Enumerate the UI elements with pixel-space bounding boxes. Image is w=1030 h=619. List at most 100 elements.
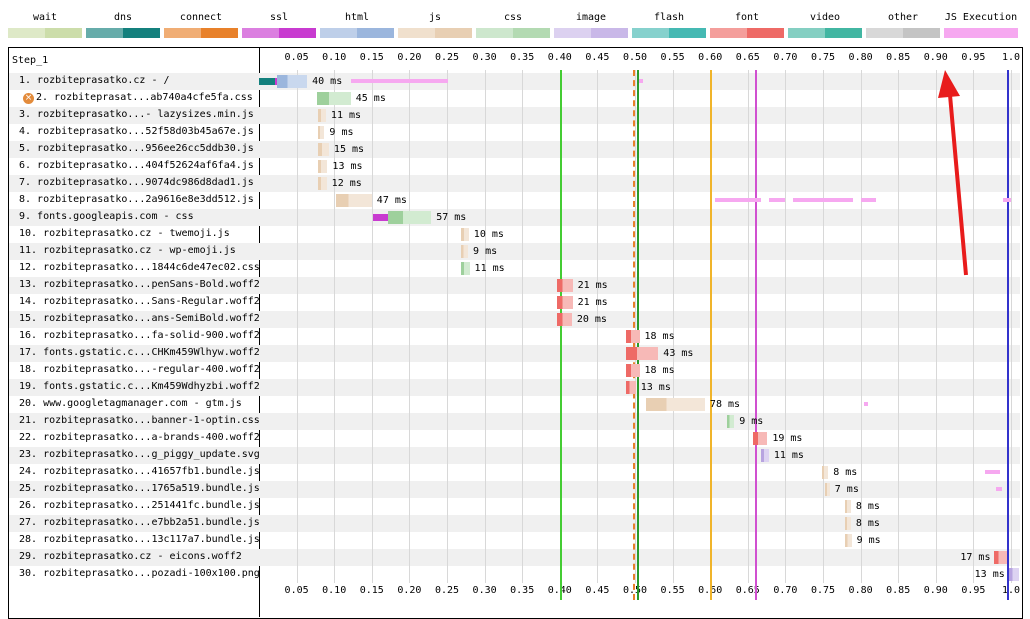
request-row[interactable]: 12. rozbiteprasatko...1844c6de47ec02.css	[9, 260, 1020, 277]
request-row[interactable]: 17. fonts.gstatic.c...CHKm459Wlhyw.woff2	[9, 345, 1020, 362]
request-label[interactable]: 21. rozbiteprasatko...banner-1-optin.css	[19, 415, 260, 426]
request-row[interactable]: 13. rozbiteprasatko...penSans-Bold.woff2	[9, 277, 1020, 294]
request-bar[interactable]	[277, 75, 308, 88]
request-row[interactable]: 27. rozbiteprasatko...e7bb2a51.bundle.js	[9, 515, 1020, 532]
request-row[interactable]: 23. rozbiteprasatko...g_piggy_update.svg	[9, 447, 1020, 464]
request-row[interactable]: 30. rozbiteprasatko...pozadi-100x100.png	[9, 566, 1020, 583]
request-row[interactable]: 11. rozbiteprasatko.cz - wp-emoji.js	[9, 243, 1020, 260]
request-bar[interactable]	[388, 211, 432, 224]
request-bar[interactable]	[822, 466, 829, 479]
request-label[interactable]: 22. rozbiteprasatko...a-brands-400.woff2	[19, 432, 260, 443]
request-label[interactable]: 19. fonts.gstatic.c...Km459Wdhyzbi.woff2	[19, 381, 260, 392]
request-row[interactable]: 28. rozbiteprasatko...13c117a7.bundle.js	[9, 532, 1020, 549]
request-bar[interactable]	[727, 415, 735, 428]
request-row[interactable]: 7. rozbiteprasatko...9074dc986d8dad1.js	[9, 175, 1020, 192]
request-row[interactable]: 16. rozbiteprasatko...fa-solid-900.woff2	[9, 328, 1020, 345]
request-bar[interactable]	[824, 483, 830, 496]
request-bar[interactable]	[625, 330, 640, 343]
request-label[interactable]: 15. rozbiteprasatko...ans-SemiBold.woff2	[19, 313, 260, 324]
request-label[interactable]: 24. rozbiteprasatko...41657fb1.bundle.js	[19, 466, 260, 477]
request-bar[interactable]	[646, 398, 705, 411]
request-label[interactable]: 11. rozbiteprasatko.cz - wp-emoji.js	[19, 245, 236, 256]
time-tick: 0.65	[735, 52, 760, 63]
request-row[interactable]: 15. rozbiteprasatko...ans-SemiBold.woff2	[9, 311, 1020, 328]
request-row[interactable]: 24. rozbiteprasatko...41657fb1.bundle.js	[9, 464, 1020, 481]
request-label[interactable]: 9. fonts.googleapis.com - css	[19, 211, 194, 222]
time-tick: 0.65	[735, 585, 760, 596]
request-bar[interactable]	[317, 126, 325, 139]
request-label[interactable]: 4. rozbiteprasatko...52f58d03b45a67e.js	[19, 126, 254, 137]
request-label[interactable]: 28. rozbiteprasatko...13c117a7.bundle.js	[19, 534, 260, 545]
request-label[interactable]: 26. rozbiteprasatko...251441fc.bundle.js	[19, 500, 260, 511]
request-bar[interactable]	[461, 228, 469, 241]
request-bar[interactable]	[317, 160, 328, 173]
time-tick: 0.95	[961, 585, 986, 596]
request-bar[interactable]	[317, 109, 326, 122]
request-bar[interactable]	[844, 534, 852, 547]
request-bar[interactable]	[556, 296, 573, 309]
request-row[interactable]: 1. rozbiteprasatko.cz - /	[9, 73, 1020, 90]
request-bar[interactable]	[556, 279, 573, 292]
time-tick: 0.70	[773, 585, 798, 596]
request-label[interactable]: 23. rozbiteprasatko...g_piggy_update.svg	[19, 449, 260, 460]
request-label[interactable]: 13. rozbiteprasatko...penSans-Bold.woff2	[19, 279, 260, 290]
request-bar[interactable]	[625, 364, 640, 377]
request-row[interactable]: 19. fonts.gstatic.c...Km459Wdhyzbi.woff2	[9, 379, 1020, 396]
request-row[interactable]: 18. rozbiteprasatko...-regular-400.woff2	[9, 362, 1020, 379]
request-bar[interactable]	[625, 347, 659, 360]
request-label[interactable]: 12. rozbiteprasatko...1844c6de47ec02.css	[19, 262, 260, 273]
request-label[interactable]: 10. rozbiteprasatko.cz - twemoji.js	[19, 228, 230, 239]
request-bar[interactable]	[753, 432, 768, 445]
request-row[interactable]: 3. rozbiteprasatko...- lazysizes.min.js	[9, 107, 1020, 124]
request-row[interactable]: 4. rozbiteprasatko...52f58d03b45a67e.js	[9, 124, 1020, 141]
request-bar[interactable]	[994, 551, 1008, 564]
request-bar[interactable]	[844, 517, 851, 530]
gridline	[635, 70, 636, 583]
request-bar[interactable]	[461, 245, 469, 258]
request-row[interactable]: 20. www.googletagmanager.com - gtm.js	[9, 396, 1020, 413]
request-label[interactable]: 20. www.googletagmanager.com - gtm.js	[19, 398, 242, 409]
request-row[interactable]: 9. fonts.googleapis.com - css	[9, 209, 1020, 226]
request-bar[interactable]	[844, 500, 851, 513]
request-label[interactable]: 16. rozbiteprasatko...fa-solid-900.woff2	[19, 330, 260, 341]
request-bar[interactable]	[625, 381, 636, 394]
request-label[interactable]: 1. rozbiteprasatko.cz - /	[19, 75, 170, 86]
request-label[interactable]: 7. rozbiteprasatko...9074dc986d8dad1.js	[19, 177, 254, 188]
request-row[interactable]: 22. rozbiteprasatko...a-brands-400.woff2	[9, 430, 1020, 447]
request-label[interactable]: 25. rozbiteprasatko...1765a519.bundle.js	[19, 483, 260, 494]
time-tick: 0.70	[773, 52, 798, 63]
request-bar[interactable]	[760, 449, 769, 462]
request-row[interactable]: 10. rozbiteprasatko.cz - twemoji.js	[9, 226, 1020, 243]
request-bar[interactable]	[556, 313, 572, 326]
request-row[interactable]: 14. rozbiteprasatko...Sans-Regular.woff2	[9, 294, 1020, 311]
request-row[interactable]: 25. rozbiteprasatko...1765a519.bundle.js	[9, 481, 1020, 498]
request-label[interactable]: 27. rozbiteprasatko...e7bb2a51.bundle.js	[19, 517, 260, 528]
request-row[interactable]: × 2. rozbiteprasat...ab740a4cfe5fa.css	[9, 90, 1020, 107]
request-label[interactable]: 3. rozbiteprasatko...- lazysizes.min.js	[19, 109, 254, 120]
request-bar[interactable]	[336, 194, 372, 207]
request-row[interactable]: 8. rozbiteprasatko...2a9616e8e3dd512.js	[9, 192, 1020, 209]
request-label[interactable]: 30. rozbiteprasatko...pozadi-100x100.png	[19, 568, 260, 579]
request-label[interactable]: 8. rozbiteprasatko...2a9616e8e3dd512.js	[19, 194, 254, 205]
request-label[interactable]: 2. rozbiteprasat...ab740a4cfe5fa.css	[36, 92, 253, 103]
request-label[interactable]: 5. rozbiteprasatko...956ee26cc5ddb30.js	[19, 143, 254, 154]
request-label[interactable]: 6. rozbiteprasatko...404f52624af6fa4.js	[19, 160, 254, 171]
request-row[interactable]: 26. rozbiteprasatko...251441fc.bundle.js	[9, 498, 1020, 515]
duration-label: 7 ms	[834, 484, 859, 495]
request-row[interactable]: 29. rozbiteprasatko.cz - eicons.woff2	[9, 549, 1020, 566]
request-label[interactable]: 18. rozbiteprasatko...-regular-400.woff2	[19, 364, 260, 375]
request-bar[interactable]	[316, 92, 351, 105]
request-bar[interactable]	[317, 143, 329, 156]
time-tick: 0.10	[322, 585, 347, 596]
request-row[interactable]: 21. rozbiteprasatko...banner-1-optin.css	[9, 413, 1020, 430]
request-bar[interactable]	[461, 262, 470, 275]
request-row[interactable]: 5. rozbiteprasatko...956ee26cc5ddb30.js	[9, 141, 1020, 158]
request-label[interactable]: 29. rozbiteprasatko.cz - eicons.woff2	[19, 551, 242, 562]
request-bar[interactable]	[1008, 568, 1019, 581]
time-tick: 0.10	[322, 52, 347, 63]
gridline	[522, 70, 523, 583]
request-bar[interactable]	[317, 177, 327, 190]
request-row[interactable]: 6. rozbiteprasatko...404f52624af6fa4.js	[9, 158, 1020, 175]
request-label[interactable]: 17. fonts.gstatic.c...CHKm459Wlhyw.woff2	[19, 347, 260, 358]
request-label[interactable]: 14. rozbiteprasatko...Sans-Regular.woff2	[19, 296, 260, 307]
